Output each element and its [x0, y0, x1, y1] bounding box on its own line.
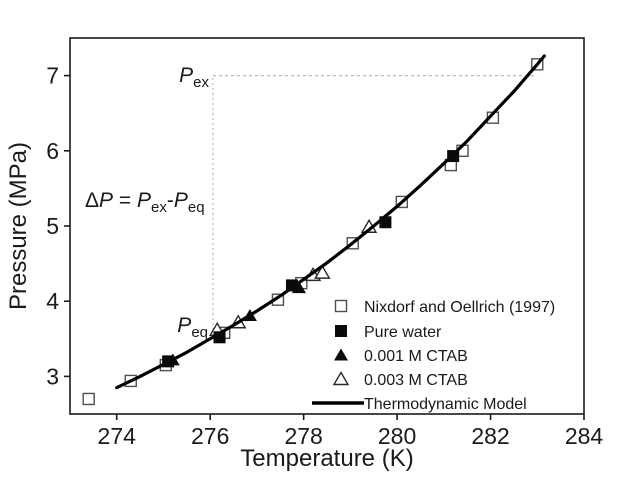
legend-label: 0.003 M CTAB — [364, 372, 468, 389]
legend-label: 0.001 M CTAB — [364, 348, 468, 365]
data-point-filled-triangle — [165, 353, 180, 366]
y-tick-label: 6 — [46, 138, 59, 164]
data-point-filled-triangle — [242, 308, 257, 321]
y-axis-title: Pressure (MPa) — [5, 142, 32, 310]
y-tick-label: 5 — [46, 213, 59, 239]
legend-marker-filled-square — [335, 325, 347, 337]
y-tick-label: 4 — [46, 288, 59, 314]
x-tick-label: 284 — [565, 423, 604, 449]
legend-marker-filled-triangle — [334, 348, 348, 361]
x-tick-label: 278 — [284, 423, 322, 449]
legend-label: Thermodynamic Model — [364, 396, 527, 413]
model-curve — [115, 54, 546, 390]
legend-label: Pure water — [364, 324, 442, 341]
p-eq-label: Peq — [177, 314, 208, 341]
p-ex-label: Pex — [179, 64, 209, 91]
plot-border — [69, 37, 585, 415]
x-tick-label: 274 — [98, 423, 137, 449]
y-tick-label: 3 — [46, 363, 59, 389]
data-point-open-triangle — [314, 264, 331, 279]
x-tick-label: 282 — [471, 423, 509, 449]
x-axis-title: Temperature (K) — [240, 445, 413, 472]
plot-layer: 274 276 278 280 282 284 3 4 5 6 7 Nixdorf and Oellr… — [46, 37, 604, 449]
y-tick-label: 7 — [46, 63, 59, 89]
delta-p-formula: ΔP = Pex-Peq — [85, 189, 205, 216]
legend-marker-open-triangle — [332, 371, 350, 386]
legend-marker-open-square — [334, 299, 348, 313]
data-point-filled-square — [379, 216, 392, 229]
data-point-filled-square — [447, 150, 460, 163]
x-tick-label: 280 — [378, 423, 416, 449]
data-point-open-square — [82, 392, 95, 406]
data-point-filled-triangle — [291, 281, 306, 294]
data-point-filled-square — [213, 331, 226, 344]
x-tick-label: 276 — [191, 423, 229, 449]
legend-label: Nixdorf and Oellrich (1997) — [364, 299, 555, 316]
